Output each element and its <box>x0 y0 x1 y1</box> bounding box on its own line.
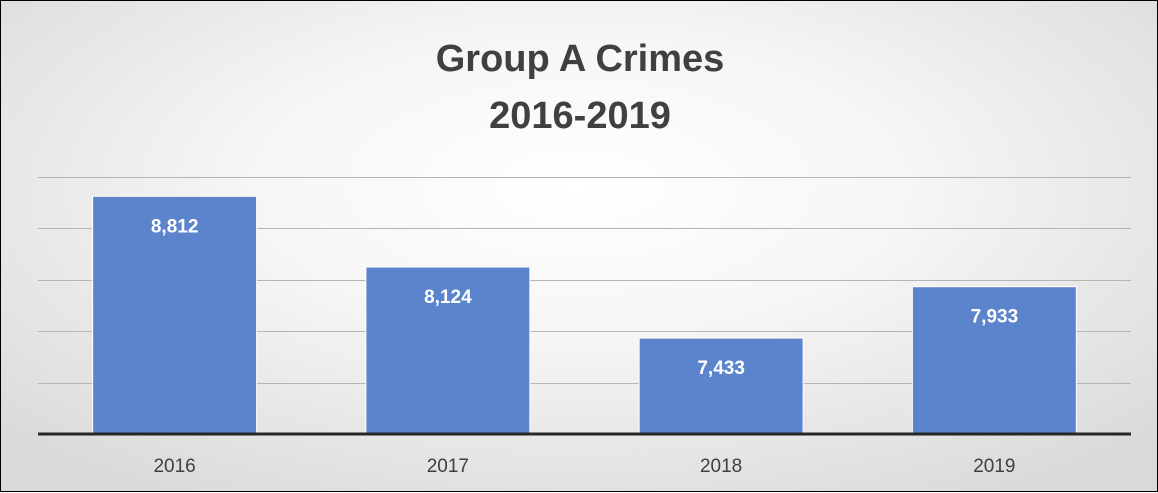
bar-2019 <box>911 286 1077 435</box>
data-labels: 8,812 8,124 7,433 7,933 <box>151 216 1018 379</box>
bar-2016 <box>92 195 258 435</box>
bar-2018 <box>638 337 804 435</box>
x-tick-label-2019: 2019 <box>973 456 1015 477</box>
data-label-2019: 7,933 <box>971 307 1019 328</box>
x-tick-label-2016: 2016 <box>153 456 195 477</box>
x-tick-label-2018: 2018 <box>700 456 742 477</box>
bar-2017 <box>365 266 531 435</box>
x-tick-labels: 2016 2017 2018 2019 <box>153 456 1015 477</box>
x-tick-label-2017: 2017 <box>427 456 469 477</box>
chart-subtitle: 2016-2019 <box>489 95 671 137</box>
data-label-2018: 7,433 <box>697 358 745 379</box>
data-label-2016: 8,812 <box>151 216 199 237</box>
chart-title: Group A Crimes <box>436 38 725 80</box>
data-label-2017: 8,124 <box>424 287 472 308</box>
bars <box>92 195 1077 435</box>
